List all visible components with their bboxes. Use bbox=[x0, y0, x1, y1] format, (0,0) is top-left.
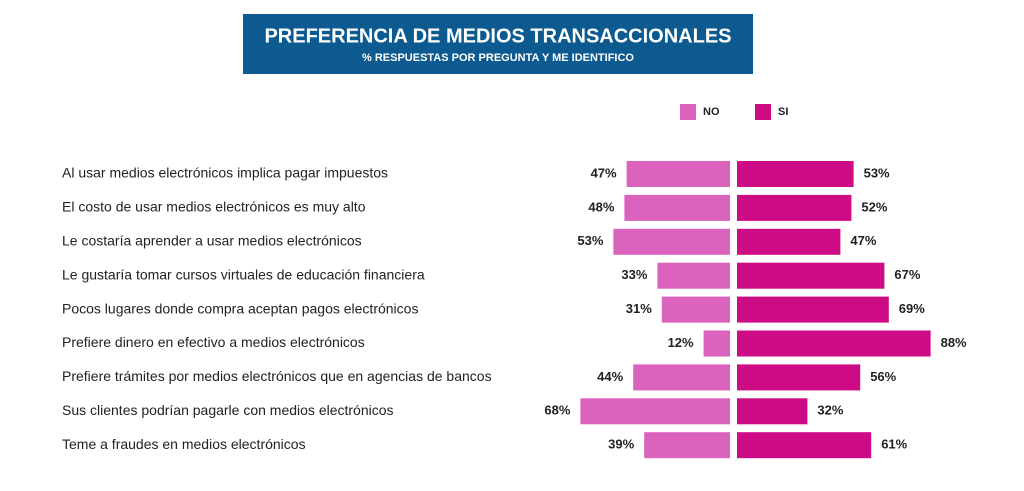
category-label: El costo de usar medios electrónicos es … bbox=[62, 199, 366, 215]
bar bbox=[737, 432, 872, 459]
bar bbox=[737, 161, 854, 187]
bar bbox=[580, 398, 730, 425]
bar bbox=[737, 398, 808, 425]
value-label: 56% bbox=[870, 369, 896, 384]
bar bbox=[737, 330, 931, 357]
value-label: 12% bbox=[668, 335, 694, 350]
value-label: 69% bbox=[899, 301, 925, 316]
bar bbox=[613, 228, 730, 255]
title-box bbox=[243, 14, 753, 74]
bar bbox=[737, 262, 885, 289]
value-label: 47% bbox=[591, 165, 617, 180]
value-label: 31% bbox=[626, 301, 652, 316]
bar bbox=[657, 262, 730, 289]
value-label: 88% bbox=[941, 335, 967, 350]
bar bbox=[737, 194, 852, 221]
category-label: Al usar medios electrónicos implica paga… bbox=[62, 165, 388, 181]
legend-swatch bbox=[680, 104, 696, 120]
bar bbox=[624, 194, 730, 221]
value-label: 61% bbox=[881, 437, 907, 452]
value-label: 53% bbox=[864, 165, 890, 180]
value-label: 67% bbox=[894, 267, 920, 282]
chart-title: PREFERENCIA DE MEDIOS TRANSACCIONALES bbox=[264, 25, 731, 47]
category-label: Le gustaría tomar cursos virtuales de ed… bbox=[62, 266, 425, 282]
bar bbox=[703, 330, 730, 357]
bar bbox=[633, 364, 730, 391]
category-label: Le costaría aprender a usar medios elect… bbox=[62, 233, 362, 249]
category-label: Teme a fraudes en medios electrónicos bbox=[62, 436, 306, 452]
legend-label: SI bbox=[778, 106, 788, 118]
category-label: Prefiere dinero en efectivo a medios ele… bbox=[62, 334, 365, 350]
value-label: 52% bbox=[861, 199, 887, 214]
category-label: Sus clientes podrían pagarle con medios … bbox=[62, 402, 394, 418]
bar bbox=[661, 296, 730, 323]
category-label: Pocos lugares donde compra aceptan pagos… bbox=[62, 300, 418, 316]
bar bbox=[626, 161, 730, 187]
value-label: 39% bbox=[608, 437, 634, 452]
value-label: 33% bbox=[621, 267, 647, 282]
bar bbox=[737, 296, 889, 323]
legend-label: NO bbox=[703, 106, 720, 118]
value-label: 53% bbox=[577, 233, 603, 248]
value-label: 48% bbox=[588, 199, 614, 214]
chart-subtitle: % RESPUESTAS POR PREGUNTA Y ME IDENTIFIC… bbox=[362, 52, 634, 64]
value-label: 68% bbox=[544, 403, 570, 418]
value-label: 32% bbox=[817, 403, 843, 418]
bar bbox=[737, 364, 861, 391]
bar bbox=[644, 432, 730, 459]
legend-swatch bbox=[755, 104, 771, 120]
bar bbox=[737, 228, 841, 255]
value-label: 44% bbox=[597, 369, 623, 384]
value-label: 47% bbox=[850, 233, 876, 248]
category-label: Prefiere trámites por medios electrónico… bbox=[62, 368, 492, 384]
